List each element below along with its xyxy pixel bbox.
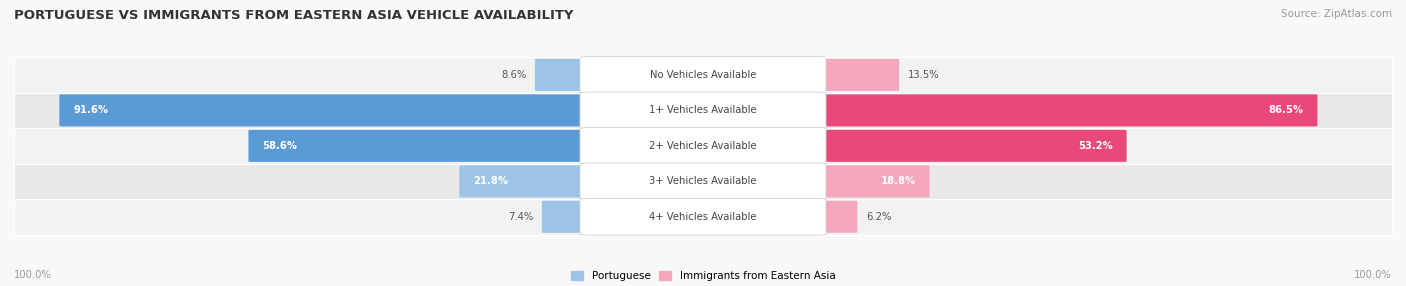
Text: 100.0%: 100.0% [14, 270, 52, 279]
Text: 4+ Vehicles Available: 4+ Vehicles Available [650, 212, 756, 222]
FancyBboxPatch shape [581, 198, 827, 235]
FancyBboxPatch shape [460, 165, 591, 197]
FancyBboxPatch shape [815, 165, 929, 197]
Text: 18.8%: 18.8% [880, 176, 915, 186]
Text: 2+ Vehicles Available: 2+ Vehicles Available [650, 141, 756, 151]
FancyBboxPatch shape [249, 130, 591, 162]
FancyBboxPatch shape [541, 201, 591, 233]
FancyBboxPatch shape [815, 130, 1126, 162]
FancyBboxPatch shape [581, 57, 827, 93]
FancyBboxPatch shape [581, 163, 827, 200]
Text: 1+ Vehicles Available: 1+ Vehicles Available [650, 106, 756, 115]
Bar [14, 93, 1392, 128]
Text: 3+ Vehicles Available: 3+ Vehicles Available [650, 176, 756, 186]
FancyBboxPatch shape [581, 92, 827, 129]
FancyBboxPatch shape [581, 128, 827, 164]
Bar [14, 57, 1392, 93]
Text: 58.6%: 58.6% [263, 141, 298, 151]
FancyBboxPatch shape [59, 94, 591, 126]
Text: 53.2%: 53.2% [1078, 141, 1112, 151]
Bar [14, 128, 1392, 164]
Text: No Vehicles Available: No Vehicles Available [650, 70, 756, 80]
Legend: Portuguese, Immigrants from Eastern Asia: Portuguese, Immigrants from Eastern Asia [571, 271, 835, 281]
Text: 8.6%: 8.6% [501, 70, 526, 80]
FancyBboxPatch shape [815, 201, 858, 233]
Bar [14, 164, 1392, 199]
Bar [14, 199, 1392, 235]
Text: Source: ZipAtlas.com: Source: ZipAtlas.com [1281, 9, 1392, 19]
Text: 91.6%: 91.6% [73, 106, 108, 115]
Text: 7.4%: 7.4% [508, 212, 533, 222]
Text: 21.8%: 21.8% [474, 176, 509, 186]
Text: PORTUGUESE VS IMMIGRANTS FROM EASTERN ASIA VEHICLE AVAILABILITY: PORTUGUESE VS IMMIGRANTS FROM EASTERN AS… [14, 9, 574, 21]
FancyBboxPatch shape [815, 59, 900, 91]
Text: 6.2%: 6.2% [866, 212, 891, 222]
Text: 13.5%: 13.5% [908, 70, 939, 80]
Text: 86.5%: 86.5% [1268, 106, 1303, 115]
FancyBboxPatch shape [815, 94, 1317, 126]
Text: 100.0%: 100.0% [1354, 270, 1392, 279]
FancyBboxPatch shape [534, 59, 591, 91]
